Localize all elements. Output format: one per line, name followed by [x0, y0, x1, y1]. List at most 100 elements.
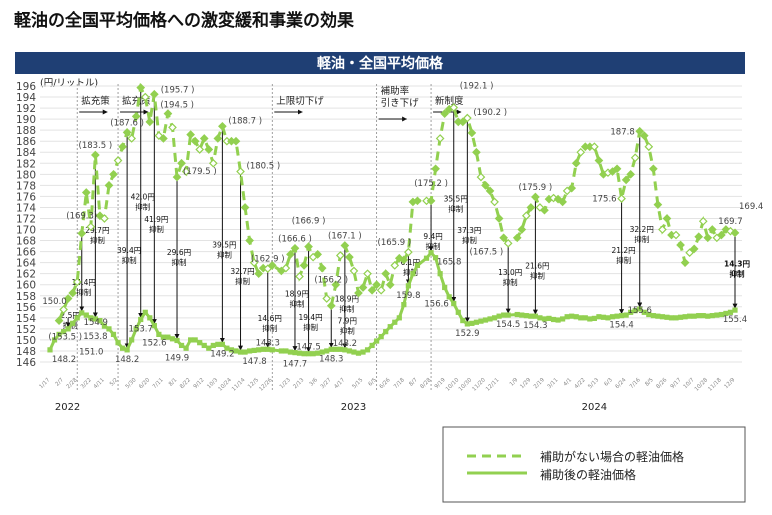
suppression-amount: 29.7円: [85, 226, 109, 235]
data-point-subsidized: [478, 318, 484, 324]
data-point-no-subsidy: [440, 109, 450, 118]
data-point-subsidized: [269, 347, 275, 353]
data-point-no-subsidy: [467, 128, 477, 138]
data-label: 148.3: [319, 354, 343, 364]
y-tick-label: 172: [16, 213, 36, 225]
data-point-no-subsidy: [240, 203, 250, 212]
x-tick-label: 7/18: [393, 377, 406, 390]
data-point-subsidized: [732, 307, 738, 313]
data-point-subsidized: [310, 351, 316, 357]
data-point-subsidized: [364, 347, 371, 353]
year-labels: 2022 2023 2024: [55, 402, 607, 413]
data-point-no-subsidy: [644, 142, 654, 152]
data-point-no-subsidy: [100, 214, 109, 223]
y-tick-label: 168: [16, 236, 36, 248]
y-tick-label: 170: [16, 225, 36, 237]
year-label: 2023: [341, 402, 366, 413]
data-point-no-subsidy: [481, 181, 490, 190]
data-point-no-subsidy: [145, 117, 155, 127]
data-label: 154.9: [84, 318, 108, 328]
data-point-subsidized: [351, 349, 357, 355]
data-point-subsidized: [555, 317, 561, 323]
data-point-no-subsidy: [363, 269, 372, 279]
x-tick-label: 4/1: [563, 377, 574, 388]
data-label: 155.4: [723, 315, 747, 325]
data-point-no-subsidy: [590, 142, 599, 152]
data-point-no-subsidy: [354, 288, 363, 298]
data-point-subsidized: [247, 348, 253, 354]
suppression-amount: 39.5円: [212, 240, 236, 249]
suppression-amount: 37.3円: [457, 226, 481, 235]
data-label: 154.4: [609, 321, 633, 331]
y-tick-label: 152: [16, 324, 36, 336]
suppression-amount: 29.6円: [167, 248, 191, 257]
data-point-subsidized: [328, 346, 334, 352]
suppression-amount: 18.9円: [285, 289, 309, 298]
x-tick-label: 6/24: [615, 377, 628, 390]
data-label: 175.6: [592, 195, 616, 205]
x-tick-label: 8/7: [408, 377, 419, 388]
suppression-note: 抑制: [172, 257, 187, 267]
data-label: 149.2: [210, 349, 234, 359]
data-point-no-subsidy: [399, 255, 409, 265]
data-point-no-subsidy: [658, 225, 667, 234]
data-point-subsidized: [228, 347, 235, 353]
data-point-subsidized: [61, 329, 67, 335]
data-point-subsidized: [696, 313, 702, 319]
data-point-subsidized: [614, 313, 620, 319]
x-tick-label: 4/11: [93, 377, 106, 390]
y-tick-label: 194: [16, 92, 36, 104]
suppression-amount: 39.4円: [117, 246, 141, 255]
chart-title: 軽油・全国平均価格: [317, 55, 444, 72]
data-point-subsidized: [432, 255, 439, 261]
data-label: (175.9 ): [519, 183, 553, 193]
suppression-note: 抑制: [135, 202, 150, 212]
legend-label-no-subsidy: 補助がない場合の軽油価格: [540, 449, 684, 464]
x-tick-label: 10/28: [694, 377, 710, 393]
data-point-no-subsidy: [726, 226, 735, 236]
data-point-subsidized: [587, 316, 593, 322]
data-label: (175.2 ): [414, 179, 448, 189]
data-point-no-subsidy: [267, 261, 277, 270]
data-point-subsidized: [646, 311, 652, 318]
data-point-subsidized: [637, 306, 643, 312]
data-point-no-subsidy: [449, 103, 459, 112]
data-point-no-subsidy: [472, 147, 481, 157]
suppression-note: 抑制: [730, 269, 745, 279]
data-point-subsidized: [65, 326, 71, 332]
data-point-subsidized: [392, 319, 398, 325]
data-point-subsidized: [705, 313, 711, 319]
data-point-subsidized: [718, 311, 724, 318]
data-label: 154.3: [523, 321, 547, 331]
data-point-subsidized: [237, 349, 244, 355]
data-label: 153.8: [83, 332, 107, 342]
y-tick-label: 186: [16, 136, 36, 148]
y-tick-label: 176: [16, 191, 36, 203]
data-label: 156.6: [424, 299, 448, 309]
x-tick-label: 7/16: [629, 377, 642, 390]
data-point-subsidized: [727, 309, 734, 315]
y-tick-label: 160: [16, 280, 36, 292]
year-label: 2024: [582, 402, 607, 413]
data-point-subsidized: [437, 271, 443, 277]
data-point-no-subsidy: [281, 263, 291, 273]
data-point-no-subsidy: [245, 236, 254, 245]
data-label: (187.6 ): [110, 118, 144, 128]
period-label: 補助率: [381, 85, 410, 97]
data-point-subsidized: [56, 331, 62, 337]
data-point-subsidized: [188, 337, 194, 343]
data-point-subsidized: [47, 347, 53, 353]
data-point-no-subsidy: [358, 283, 368, 292]
data-point-subsidized: [687, 313, 693, 319]
data-label: (180.5 ): [247, 162, 281, 172]
page-title: 軽油の全国平均価格への激変緩和事業の効果: [14, 10, 354, 31]
data-point-no-subsidy: [59, 305, 68, 314]
suppression-amount: 14.4円: [72, 278, 96, 287]
data-point-no-subsidy: [626, 169, 636, 179]
data-point-no-subsidy: [567, 183, 577, 193]
